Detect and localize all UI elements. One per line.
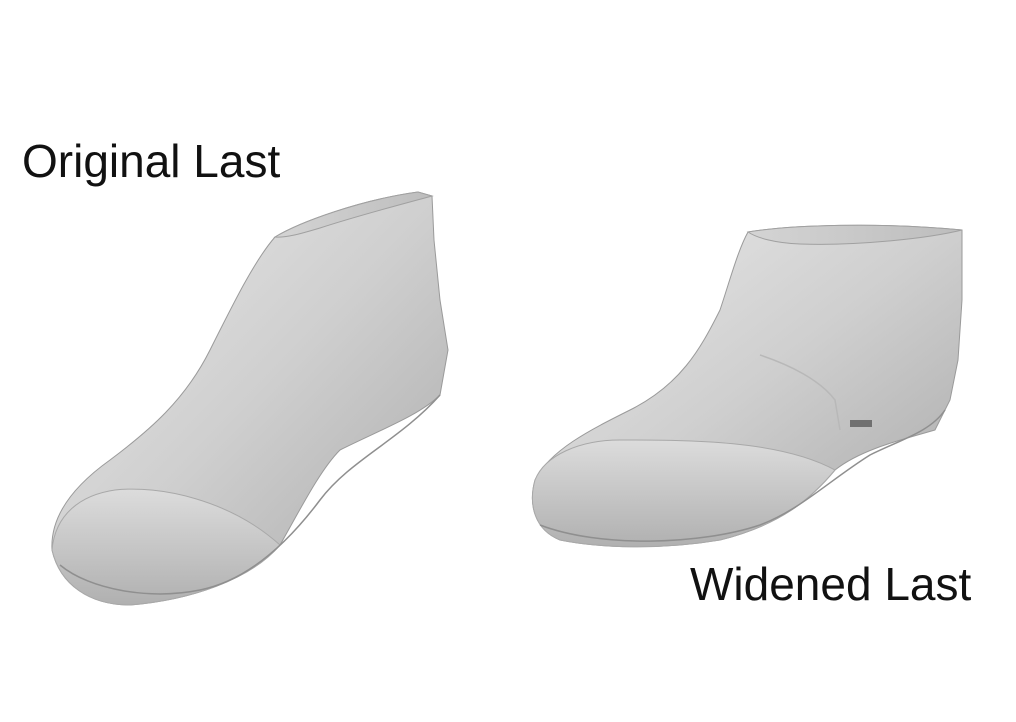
widened-last-top-opening xyxy=(746,224,963,245)
widened-last-seam xyxy=(759,354,841,431)
widened-last-label: Widened Last xyxy=(690,558,972,610)
widened-last-notch xyxy=(850,420,872,427)
original-last-sole-edge xyxy=(59,394,441,595)
widened-last-toe xyxy=(531,439,836,548)
original-last-label: Original Last xyxy=(22,135,281,187)
original-last-top-opening xyxy=(273,191,434,238)
widened-last-sole-edge xyxy=(539,409,946,542)
original-last-model xyxy=(51,191,449,606)
widened-last-model xyxy=(531,224,963,548)
